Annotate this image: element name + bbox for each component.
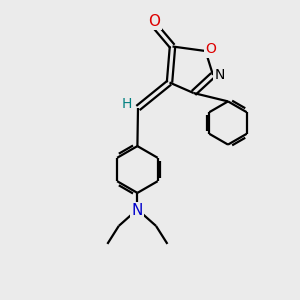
Text: O: O: [206, 43, 216, 56]
Text: O: O: [148, 14, 160, 29]
Text: N: N: [214, 68, 225, 82]
Text: N: N: [132, 203, 143, 218]
Text: H: H: [122, 98, 132, 111]
